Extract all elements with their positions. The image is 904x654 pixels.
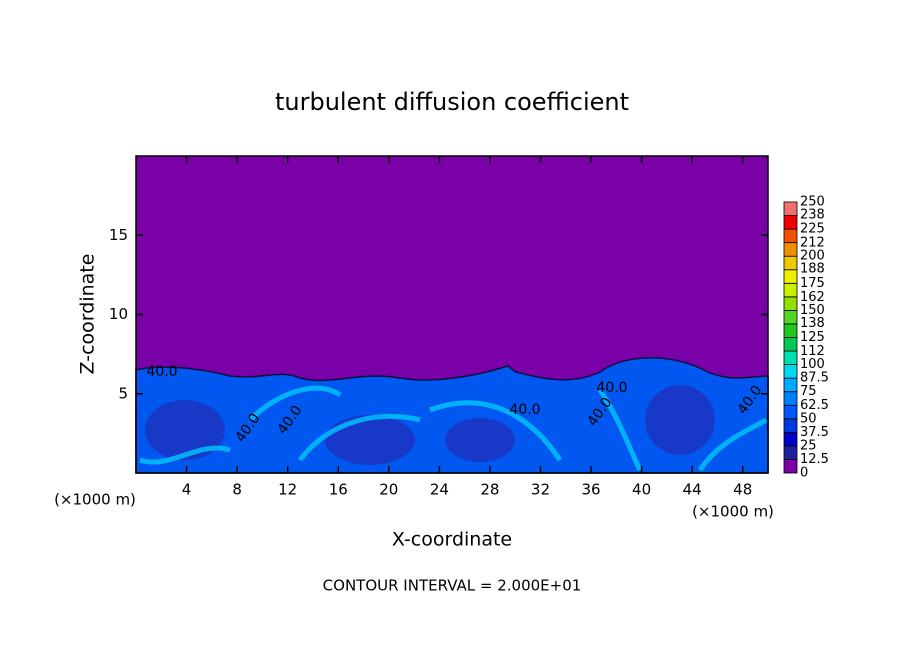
- x-tick-label: 24: [430, 481, 449, 499]
- colorbar-cell: [783, 296, 798, 311]
- colorbar-label: 100: [800, 357, 825, 372]
- colorbar-cell: [783, 350, 798, 365]
- field-streak: [139, 385, 768, 472]
- field-pool: [445, 418, 515, 462]
- colorbar-label: 162: [800, 290, 825, 305]
- colorbar-label: 25: [800, 438, 817, 453]
- colorbar-cell: [783, 404, 798, 420]
- x-tick-label: 16: [329, 481, 348, 499]
- colorbar-cell: [783, 282, 798, 298]
- colorbar-label: 87.5: [800, 371, 829, 386]
- field-pool: [325, 415, 415, 465]
- colorbar-label: 212: [800, 236, 825, 251]
- y-axis-label: Z-coordinate: [77, 254, 99, 375]
- colorbar-label: 225: [800, 222, 825, 237]
- colorbar-label: 112: [800, 344, 825, 359]
- x-tick-label: 40: [632, 481, 651, 499]
- field: [135, 156, 769, 474]
- contour-label: 40.0: [509, 402, 540, 418]
- colorbar-cell: [783, 459, 798, 474]
- x-tick-label: 12: [278, 481, 297, 499]
- x-tick-label: 44: [683, 481, 702, 499]
- colorbar-cell: [783, 445, 798, 460]
- y-tick-label: 10: [109, 305, 128, 323]
- x-tick-label: 28: [480, 481, 499, 499]
- colorbar-cell: [783, 242, 798, 257]
- field-region: [135, 357, 769, 474]
- colorbar-label: 12.5: [800, 452, 829, 467]
- colorbar-cell: [783, 228, 798, 244]
- field-pool: [645, 385, 715, 455]
- x-unit: (×1000 m): [54, 491, 136, 509]
- y-tick-label: 15: [109, 226, 128, 244]
- colorbar-label: 138: [800, 316, 825, 331]
- contour-label: 40.0: [596, 380, 627, 396]
- x-tick-label: 32: [531, 481, 550, 499]
- colorbar-cell: [783, 323, 798, 338]
- colorbar-label: 0: [800, 466, 808, 481]
- contour-label: 40.0: [146, 364, 177, 380]
- colorbar-cell: [783, 215, 798, 230]
- colorbar-cell: [783, 255, 798, 271]
- colorbar-label: 250: [800, 195, 825, 210]
- colorbar-label: 188: [800, 262, 825, 277]
- x-tick-label: 4: [182, 481, 192, 499]
- colorbar-label: 238: [800, 208, 825, 223]
- colorbar-label: 75: [800, 384, 817, 399]
- colorbar-label: 200: [800, 249, 825, 264]
- colorbar-cell: [783, 431, 798, 447]
- colorbar-cell: [783, 309, 798, 325]
- colorbar-cell: [783, 201, 798, 216]
- colorbar-label: 37.5: [800, 425, 829, 440]
- y-tick-label: 5: [118, 384, 128, 402]
- colorbar-cell: [783, 391, 798, 406]
- x-tick-label: 36: [581, 481, 600, 499]
- colorbar-cell: [783, 337, 798, 352]
- colorbar-cell: [783, 418, 798, 433]
- x-axis-label: X-coordinate: [392, 529, 512, 551]
- colorbar-label: 125: [800, 330, 825, 345]
- chart-title: turbulent diffusion coefficient: [275, 88, 629, 116]
- footer: CONTOUR INTERVAL = 2.000E+01: [323, 577, 582, 595]
- x-tick-label: 8: [232, 481, 242, 499]
- colorbar-label: 50: [800, 411, 817, 426]
- colorbar-cell: [783, 377, 798, 393]
- x-tick-label: 20: [379, 481, 398, 499]
- colorbar-label: 150: [800, 303, 825, 318]
- colorbar-label: 175: [800, 276, 825, 291]
- colorbar-label: 62.5: [800, 398, 829, 413]
- field-pool: [145, 400, 225, 460]
- x-unit: (×1000 m): [692, 503, 774, 521]
- x-tick-label: 48: [733, 481, 752, 499]
- colorbar-cell: [783, 269, 798, 284]
- colorbar-cell: [783, 364, 798, 379]
